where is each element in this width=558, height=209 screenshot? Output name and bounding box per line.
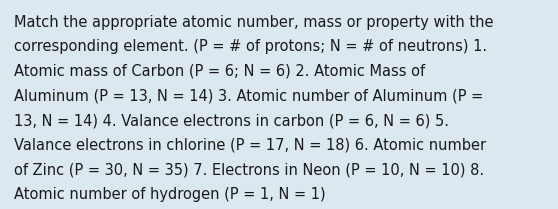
Text: 13, N = 14) 4. Valance electrons in carbon (P = 6, N = 6) 5.: 13, N = 14) 4. Valance electrons in carb… (14, 113, 449, 128)
Text: Valance electrons in chlorine (P = 17, N = 18) 6. Atomic number: Valance electrons in chlorine (P = 17, N… (14, 138, 486, 153)
Text: Atomic mass of Carbon (P = 6; N = 6) 2. Atomic Mass of: Atomic mass of Carbon (P = 6; N = 6) 2. … (14, 64, 425, 79)
Text: Atomic number of hydrogen (P = 1, N = 1): Atomic number of hydrogen (P = 1, N = 1) (14, 187, 325, 202)
Text: Aluminum (P = 13, N = 14) 3. Atomic number of Aluminum (P =: Aluminum (P = 13, N = 14) 3. Atomic numb… (14, 89, 483, 104)
Text: corresponding element. (P = # of protons; N = # of neutrons) 1.: corresponding element. (P = # of protons… (14, 39, 487, 54)
Text: of Zinc (P = 30, N = 35) 7. Electrons in Neon (P = 10, N = 10) 8.: of Zinc (P = 30, N = 35) 7. Electrons in… (14, 163, 484, 178)
Text: Match the appropriate atomic number, mass or property with the: Match the appropriate atomic number, mas… (14, 15, 493, 30)
